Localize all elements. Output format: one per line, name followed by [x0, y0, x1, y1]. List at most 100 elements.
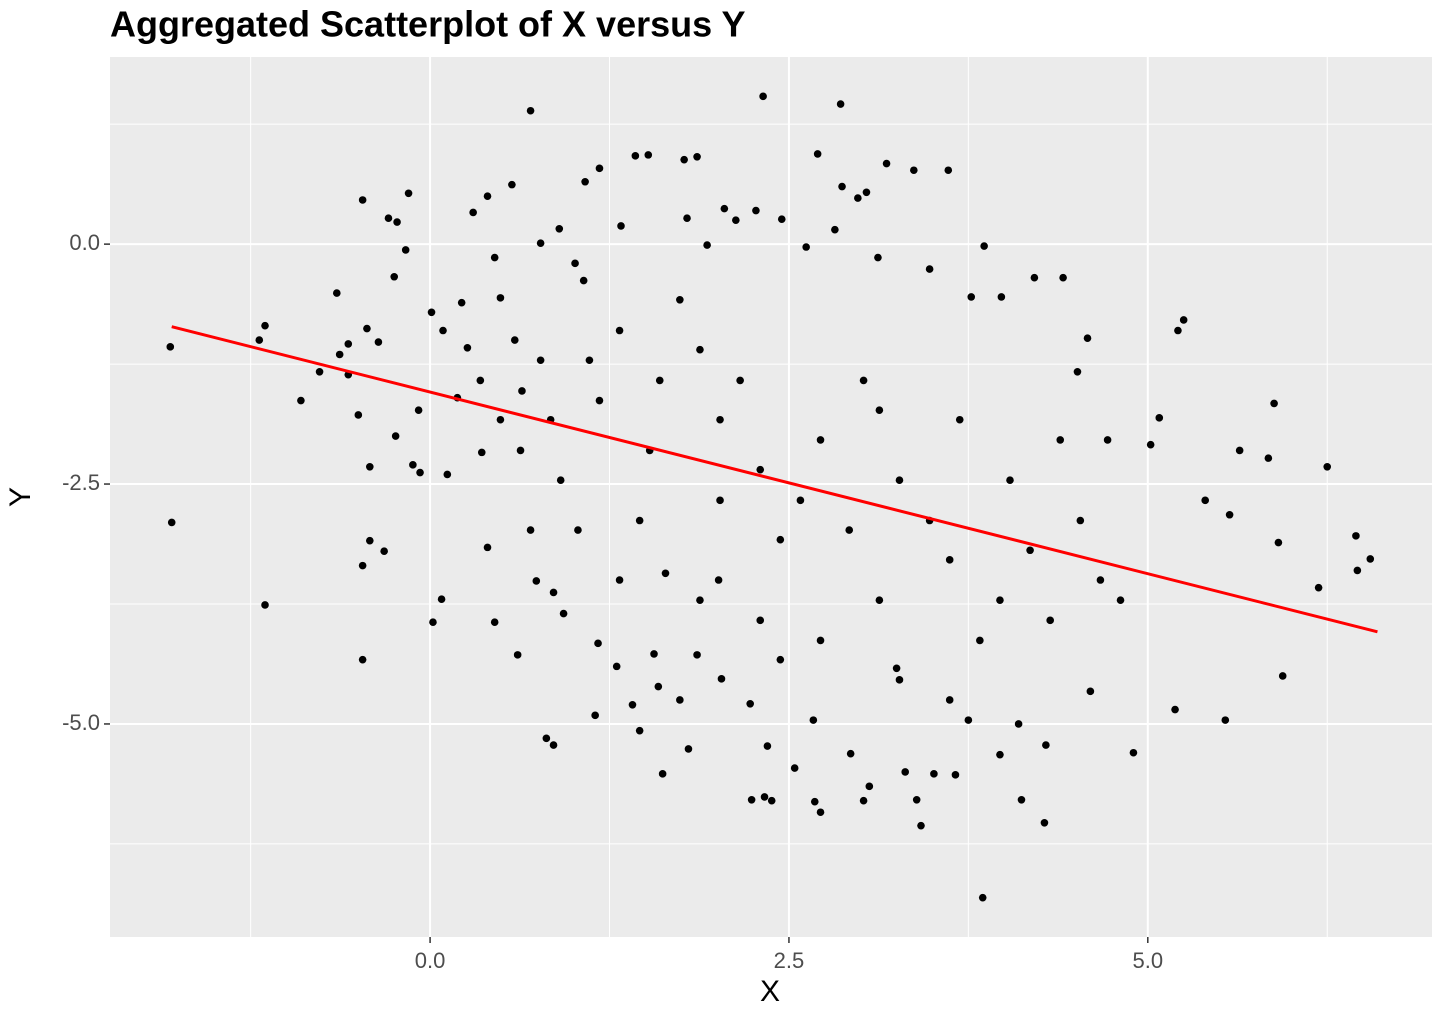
point: [483, 192, 492, 200]
point: [1146, 440, 1155, 449]
point: [363, 324, 371, 333]
point: [1059, 273, 1067, 282]
point: [366, 536, 374, 545]
y-tick-label: 0.0: [69, 230, 100, 255]
point: [612, 662, 621, 671]
point: [1201, 496, 1210, 505]
point: [635, 516, 644, 525]
point: [1171, 705, 1179, 714]
point: [846, 749, 855, 758]
point: [854, 194, 862, 202]
point: [895, 476, 904, 485]
point: [490, 618, 499, 627]
point: [591, 711, 599, 720]
point: [518, 387, 526, 395]
point: [684, 745, 693, 753]
point: [752, 206, 760, 215]
point: [409, 461, 417, 469]
point: [845, 526, 854, 534]
point: [358, 561, 367, 570]
point: [736, 376, 744, 385]
point: [536, 239, 545, 247]
point: [555, 224, 564, 233]
point: [358, 196, 367, 204]
point: [1235, 446, 1244, 455]
point: [777, 215, 786, 223]
point: [1017, 795, 1026, 804]
point: [581, 177, 589, 186]
point: [390, 272, 399, 281]
point: [650, 650, 658, 658]
point: [756, 616, 765, 625]
chart-title: Aggregated Scatterplot of X versus Y: [110, 4, 746, 45]
point: [696, 345, 704, 354]
point: [976, 636, 984, 645]
point: [579, 276, 588, 285]
point: [865, 782, 874, 791]
point: [696, 596, 704, 604]
point: [1040, 819, 1049, 827]
point: [658, 770, 667, 778]
point: [813, 150, 822, 158]
point: [644, 151, 653, 159]
point: [628, 700, 637, 709]
point: [391, 432, 400, 440]
point: [1264, 454, 1273, 462]
point: [414, 406, 423, 414]
point: [429, 618, 437, 627]
point: [380, 547, 388, 556]
x-axis-title: X: [760, 975, 780, 1008]
y-tick-label: -2.5: [62, 470, 100, 495]
point: [1225, 510, 1234, 519]
point: [816, 636, 825, 645]
point: [716, 496, 724, 505]
point: [1046, 616, 1054, 625]
point: [944, 166, 953, 175]
point: [1155, 414, 1164, 422]
point: [1129, 748, 1138, 757]
point: [549, 741, 558, 749]
point: [654, 682, 663, 691]
point: [925, 265, 934, 273]
point: [508, 180, 516, 189]
point: [951, 771, 960, 779]
point: [763, 742, 772, 750]
point: [469, 208, 477, 217]
point: [384, 214, 393, 223]
point: [874, 253, 882, 262]
point: [1116, 596, 1125, 604]
point: [945, 556, 954, 564]
point: [1042, 741, 1050, 749]
point: [542, 734, 551, 743]
point: [862, 188, 871, 197]
point: [1221, 716, 1230, 724]
point: [655, 376, 664, 385]
point: [1278, 672, 1287, 680]
point: [716, 415, 724, 424]
point: [358, 655, 367, 664]
point: [703, 241, 711, 249]
point: [1353, 566, 1362, 575]
point: [980, 242, 988, 250]
point: [767, 796, 776, 805]
trend-line: [171, 325, 1378, 634]
point: [720, 204, 729, 213]
point: [374, 338, 383, 346]
point: [549, 588, 558, 597]
point: [366, 462, 374, 471]
point: [895, 676, 904, 684]
y-tick-label: -5.0: [62, 710, 100, 735]
point: [1056, 436, 1065, 444]
point: [1179, 316, 1188, 324]
point: [796, 496, 805, 505]
point: [676, 696, 684, 704]
point: [516, 446, 525, 455]
point: [683, 214, 691, 223]
point: [1366, 555, 1375, 563]
point: [810, 797, 819, 806]
point: [439, 326, 447, 335]
point: [917, 821, 925, 830]
point: [967, 293, 976, 301]
point: [1026, 546, 1034, 555]
point: [1174, 326, 1182, 335]
